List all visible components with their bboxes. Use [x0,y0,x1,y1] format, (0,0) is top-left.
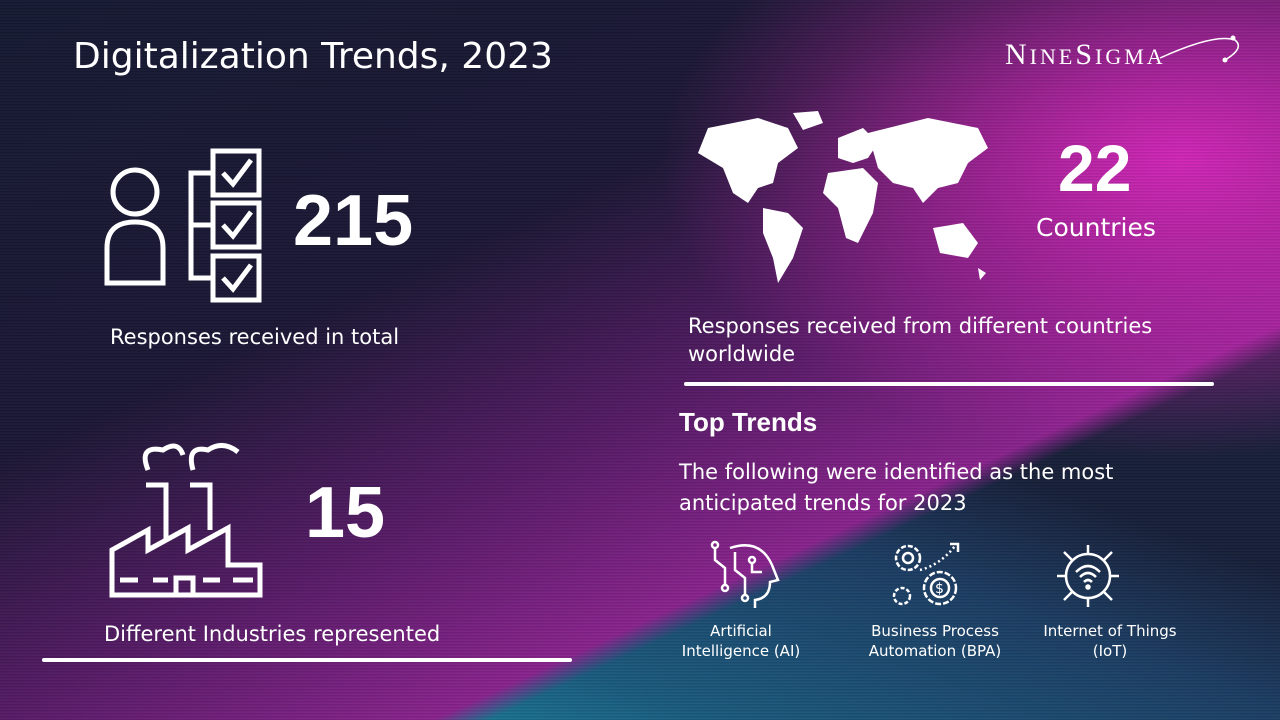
divider [42,658,572,662]
countries-caption-line2: worldwide [688,342,796,366]
trend-ai: Artificial Intelligence (AI) [661,621,821,661]
industries-count: 15 [305,473,386,553]
person-checklist-icon [104,148,262,303]
countries-caption-line1: Responses received from different countr… [688,314,1153,338]
trend-iot-line1: Internet of Things [1043,622,1177,640]
countries-unit: Countries [1036,213,1156,242]
ai-head-icon [710,540,780,608]
trend-bpa: Business Process Automation (BPA) [855,621,1015,661]
top-trends-description: The following were identified as the mos… [679,457,1113,519]
divider [684,382,1214,386]
responses-caption: Responses received in total [110,325,400,349]
description-line2: anticipated trends for 2023 [679,491,967,515]
logo-swoosh-icon [1159,35,1240,63]
responses-count: 215 [293,181,414,261]
trend-ai-line1: Artificial [710,622,772,640]
ninesigma-logo: NINESIGMA [1005,35,1240,72]
top-trends-heading: Top Trends [679,407,818,437]
svg-text:$: $ [935,581,944,597]
factory-icon [109,443,263,598]
trend-bpa-line1: Business Process [871,622,999,640]
world-map-icon [698,111,988,283]
countries-caption: Responses received from different countr… [688,312,1152,368]
iot-wifi-icon [1057,545,1119,607]
description-line1: The following were identified as the mos… [679,460,1114,484]
countries-count: 22 [1058,131,1132,205]
industries-caption: Different Industries represented [104,622,441,646]
trend-ai-line2: Intelligence (AI) [681,642,801,660]
page-title: Digitalization Trends, 2023 [73,36,553,77]
trend-iot-line2: (IoT) [1092,642,1128,660]
trend-iot: Internet of Things (IoT) [1030,621,1190,661]
gears-dollar-icon: $ [892,542,960,606]
trend-bpa-line2: Automation (BPA) [868,642,1002,660]
